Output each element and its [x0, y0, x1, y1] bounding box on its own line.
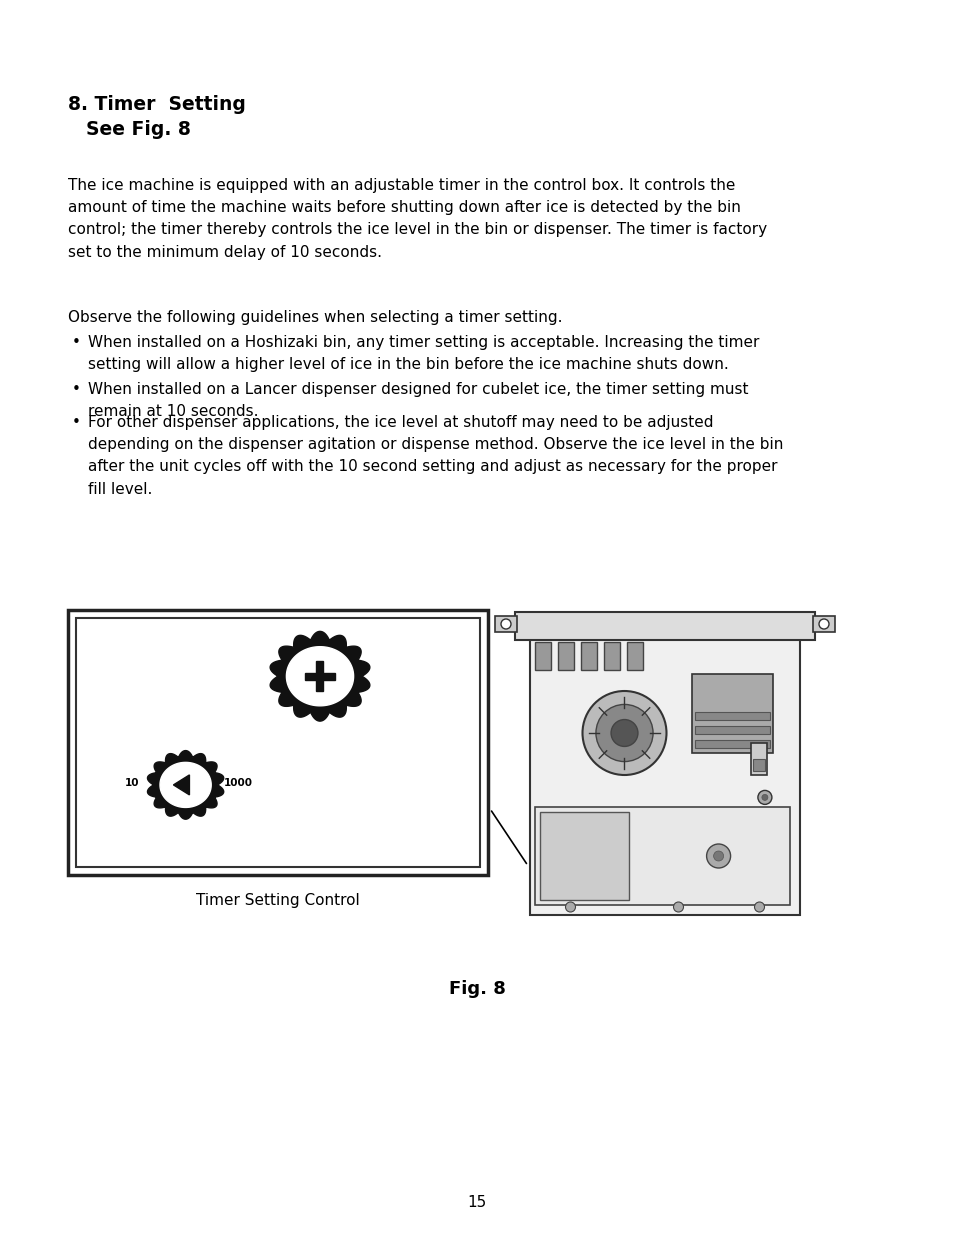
Bar — [691, 674, 772, 752]
Bar — [495, 616, 517, 632]
Bar — [535, 642, 551, 671]
Bar — [580, 642, 597, 671]
Text: See Fig. 8: See Fig. 8 — [86, 120, 191, 140]
Text: The ice machine is equipped with an adjustable timer in the control box. It cont: The ice machine is equipped with an adju… — [68, 178, 766, 259]
Bar — [76, 618, 479, 867]
Circle shape — [673, 902, 682, 911]
Bar — [695, 740, 769, 747]
Bar — [695, 726, 769, 734]
Text: 15: 15 — [467, 1195, 486, 1210]
Polygon shape — [270, 631, 370, 721]
Polygon shape — [148, 751, 223, 819]
Circle shape — [754, 902, 763, 911]
Bar — [515, 613, 814, 640]
Text: When installed on a Lancer dispenser designed for cubelet ice, the timer setting: When installed on a Lancer dispenser des… — [88, 382, 748, 419]
Bar — [626, 642, 642, 671]
Text: Fig. 8: Fig. 8 — [448, 981, 505, 998]
Text: 8. Timer  Setting: 8. Timer Setting — [68, 95, 246, 114]
Text: When installed on a Hoshizaki bin, any timer setting is acceptable. Increasing t: When installed on a Hoshizaki bin, any t… — [88, 335, 759, 372]
Bar — [535, 806, 789, 905]
Circle shape — [500, 619, 511, 629]
Bar — [753, 760, 764, 771]
Text: 10: 10 — [125, 778, 139, 788]
Bar — [316, 661, 323, 692]
Circle shape — [582, 692, 666, 776]
Bar — [751, 743, 766, 776]
Bar — [305, 673, 335, 679]
Polygon shape — [286, 647, 354, 706]
Circle shape — [761, 816, 767, 823]
Text: For other dispenser applications, the ice level at shutoff may need to be adjust: For other dispenser applications, the ic… — [88, 415, 782, 496]
Circle shape — [713, 851, 722, 861]
Bar — [530, 635, 800, 915]
Polygon shape — [160, 762, 211, 808]
Bar — [68, 610, 488, 876]
Circle shape — [565, 902, 575, 911]
Bar — [812, 616, 834, 632]
Circle shape — [757, 813, 771, 826]
Bar — [695, 711, 769, 720]
Bar — [558, 642, 574, 671]
Circle shape — [596, 704, 653, 762]
Text: •: • — [71, 382, 81, 396]
Circle shape — [757, 790, 771, 804]
Text: •: • — [71, 415, 81, 430]
Circle shape — [818, 619, 828, 629]
Text: Observe the following guidelines when selecting a timer setting.: Observe the following guidelines when se… — [68, 310, 562, 325]
Circle shape — [706, 844, 730, 868]
Bar — [539, 811, 629, 900]
Circle shape — [611, 720, 638, 746]
Text: Timer Setting Control: Timer Setting Control — [196, 893, 359, 908]
Text: 1000: 1000 — [223, 778, 253, 788]
Bar — [603, 642, 619, 671]
Circle shape — [761, 794, 767, 800]
Text: •: • — [71, 335, 81, 350]
Polygon shape — [173, 774, 190, 795]
